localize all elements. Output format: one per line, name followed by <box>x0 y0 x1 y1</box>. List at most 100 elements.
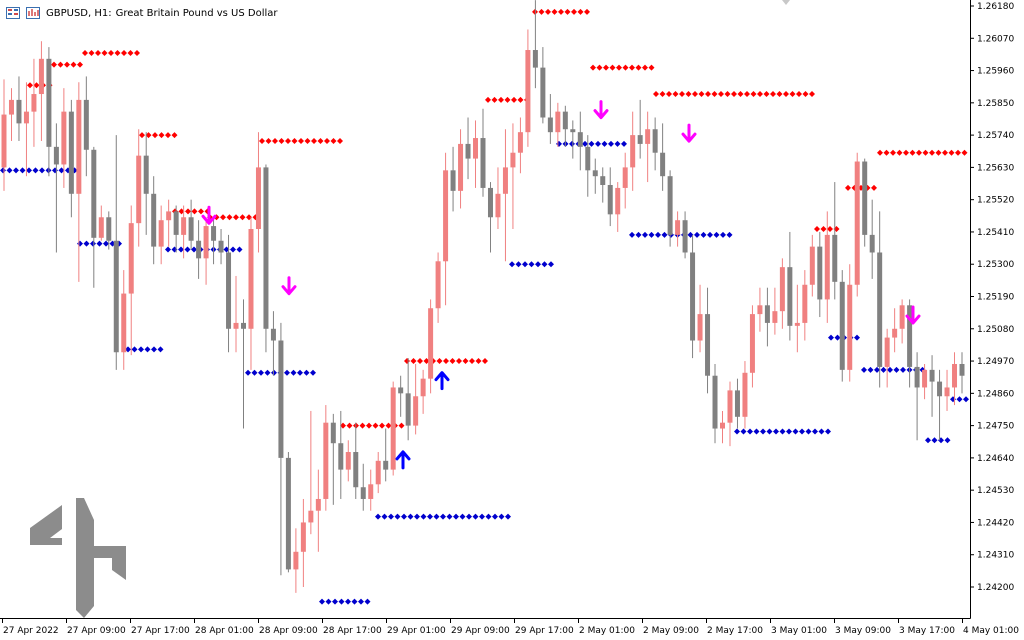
candle-body <box>413 396 419 426</box>
support-dot <box>601 140 608 147</box>
support-dot <box>351 598 358 605</box>
resistance-dot <box>456 358 462 365</box>
candle-body <box>241 322 246 329</box>
candle-body <box>203 226 209 259</box>
support-dot <box>825 428 831 435</box>
resistance-dot <box>265 137 272 144</box>
candle-body <box>46 58 52 147</box>
support-dot <box>13 167 19 174</box>
price-tick-label: 1.24750 <box>977 422 1014 432</box>
resistance-dot <box>337 137 343 144</box>
resistance-dot <box>57 61 64 68</box>
resistance-dot <box>820 226 827 233</box>
candle-body <box>473 138 479 159</box>
resistance-dot <box>903 149 909 156</box>
resistance-dot <box>259 137 265 144</box>
price-tick-label: 1.25850 <box>977 99 1014 109</box>
price-tick-label: 1.24530 <box>977 486 1014 496</box>
candle-body <box>315 498 321 511</box>
resistance-dot <box>590 64 596 71</box>
support-dot <box>867 366 874 373</box>
candle-body <box>847 284 853 370</box>
support-dot <box>264 369 271 376</box>
resistance-dot <box>469 358 475 365</box>
resistance-dot <box>77 61 83 68</box>
candle-body <box>764 305 770 323</box>
resistance-dot <box>731 91 737 98</box>
support-dot <box>284 369 290 376</box>
price-tick-label: 1.24420 <box>977 518 1014 528</box>
candle-body <box>450 170 456 191</box>
candle-body <box>181 217 187 235</box>
candle-body <box>622 167 628 188</box>
resistance-dot <box>398 422 405 429</box>
resistance-dot <box>198 208 204 215</box>
time-tick-label: 2 May 17:00 <box>707 626 763 636</box>
support-dot <box>740 428 747 435</box>
candle-body <box>188 217 194 241</box>
watermark-shape-left <box>30 505 62 575</box>
candle-body <box>892 328 898 338</box>
support-dot <box>466 513 472 520</box>
support-dot <box>103 240 109 247</box>
candle-body <box>705 314 711 376</box>
resistance-dot <box>145 132 152 139</box>
resistance-dot <box>64 61 70 68</box>
time-tick-label: 3 May 01:00 <box>771 626 827 636</box>
candle-body <box>435 261 441 309</box>
support-dot <box>812 428 818 435</box>
candle-body <box>113 240 119 353</box>
resistance-dot <box>417 358 423 365</box>
resistance-dot <box>491 96 498 103</box>
support-dot <box>401 513 407 520</box>
chart-window-icon[interactable] <box>6 7 20 19</box>
resistance-dot <box>929 149 935 156</box>
resistance-dot <box>814 226 820 233</box>
price-tick-label: 1.25630 <box>977 163 1014 173</box>
candle-body <box>255 167 261 230</box>
time-tick-label: 3 May 09:00 <box>835 626 891 636</box>
support-dot <box>26 167 32 174</box>
support-dot <box>138 346 144 353</box>
support-dot <box>83 240 90 247</box>
candle-body <box>61 111 67 165</box>
candle-body <box>922 369 928 388</box>
candle-body <box>532 50 538 68</box>
candle-body <box>570 129 576 133</box>
market-watch-icon[interactable] <box>26 7 40 19</box>
candle-body <box>285 457 291 570</box>
sell-arrow-icon <box>201 205 217 225</box>
candle-body <box>98 217 104 238</box>
resistance-dot <box>629 64 635 71</box>
resistance-dot <box>191 208 198 215</box>
resistance-dot <box>916 149 922 156</box>
resistance-dot <box>776 91 783 98</box>
support-dot <box>165 246 171 253</box>
candle-body <box>68 111 74 194</box>
candle-body <box>637 135 643 144</box>
support-dot <box>420 513 427 520</box>
support-dot <box>655 231 661 238</box>
support-dot <box>271 369 277 376</box>
candle-body <box>83 99 89 150</box>
support-dot <box>556 140 562 147</box>
time-tick-label: 28 Apr 09:00 <box>259 626 318 636</box>
support-dot <box>528 261 535 268</box>
support-dot <box>880 366 887 373</box>
resistance-dot <box>642 64 648 71</box>
price-tick-label: 1.26070 <box>977 34 1014 44</box>
candle-body <box>802 284 808 323</box>
support-dot <box>157 346 164 353</box>
candle-body <box>600 176 606 185</box>
candle-body <box>480 138 486 188</box>
resistance-dot <box>272 137 278 144</box>
support-dot <box>230 246 236 253</box>
resistance-dot <box>596 64 603 71</box>
candle-body <box>697 314 703 341</box>
candle-body <box>8 99 14 115</box>
chart-shift-marker <box>782 0 790 5</box>
support-dot <box>184 246 191 253</box>
candle-body <box>300 522 306 552</box>
candle-body <box>345 452 351 470</box>
